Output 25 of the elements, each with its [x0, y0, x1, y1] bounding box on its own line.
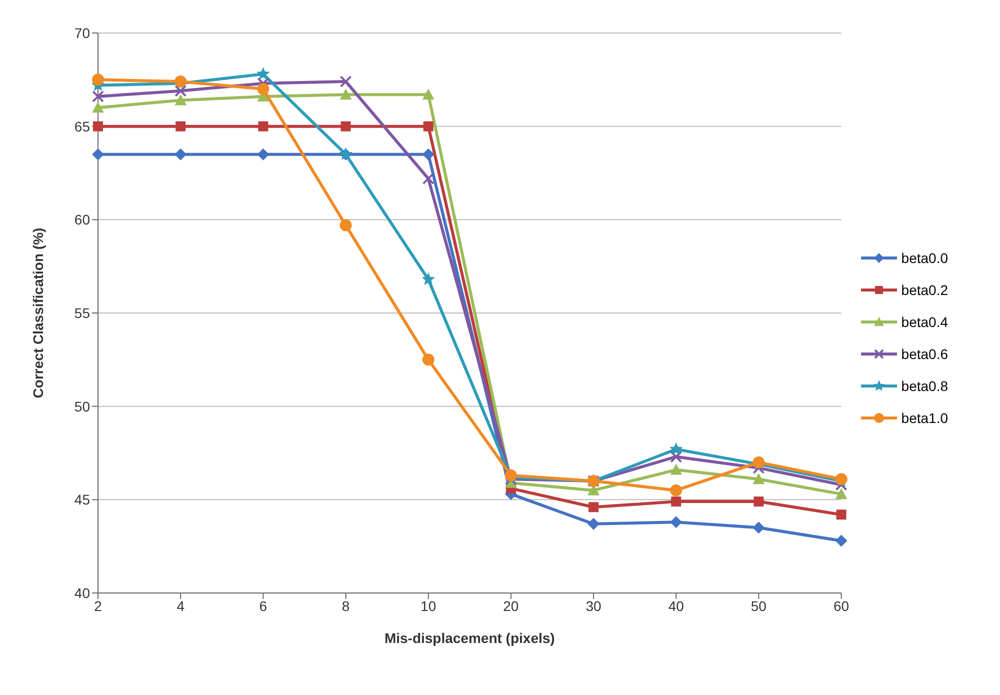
y-tick-label: 70	[74, 24, 90, 41]
x-tick-label: 50	[750, 598, 767, 614]
x-tick-label: 8	[342, 598, 350, 614]
y-tick-label: 40	[74, 584, 90, 601]
legend-label: beta1.0	[901, 410, 948, 426]
x-tick-label: 40	[668, 598, 684, 614]
x-tick-label: 6	[259, 598, 268, 614]
x-tick-label: 2	[94, 598, 102, 614]
y-tick-label: 45	[74, 492, 90, 508]
y-tick-label: 55	[74, 304, 90, 321]
legend-label: beta0.8	[901, 378, 948, 394]
x-axis-title: Mis-displacement (pixels)	[384, 630, 555, 646]
legend-label: beta0.4	[901, 314, 948, 330]
legend-label: beta0.2	[901, 282, 948, 298]
legend-label: beta0.6	[901, 346, 948, 362]
x-tick-label: 4	[176, 598, 185, 614]
y-tick-label: 65	[74, 118, 90, 134]
x-tick-label: 20	[503, 598, 519, 614]
legend-label: beta0.0	[901, 250, 948, 266]
y-tick-label: 60	[74, 212, 90, 228]
x-tick-label: 10	[420, 598, 436, 614]
x-tick-label: 30	[586, 598, 602, 614]
y-tick-label: 50	[74, 398, 90, 414]
y-axis-title: Correct Classification (%)	[30, 228, 46, 398]
x-tick-label: 60	[833, 598, 850, 614]
